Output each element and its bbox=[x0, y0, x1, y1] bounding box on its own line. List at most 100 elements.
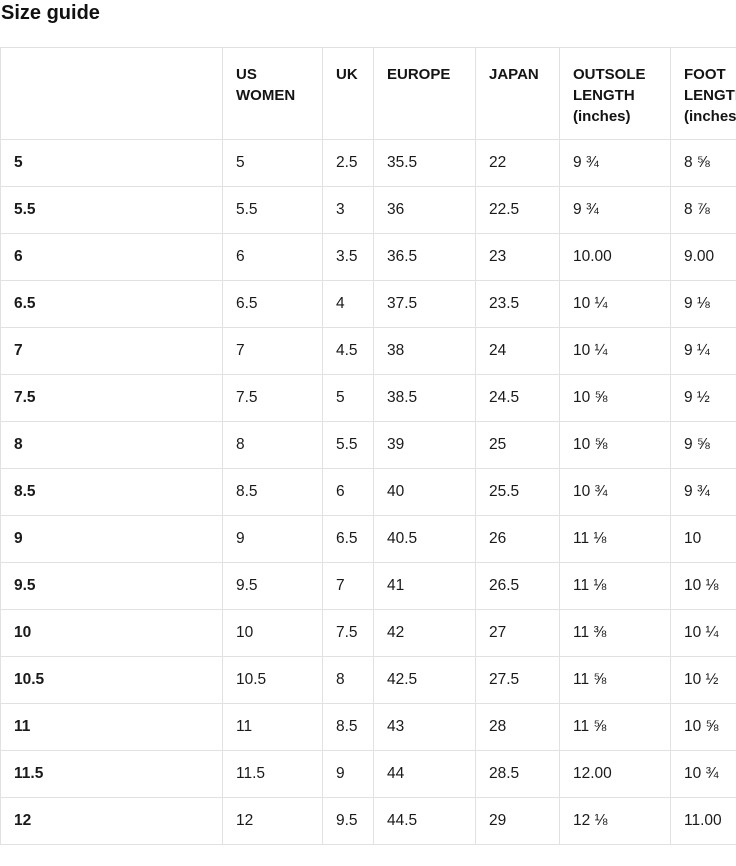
cell-us-women: 9.5 bbox=[222, 562, 323, 610]
column-header-europe: EUROPE bbox=[373, 47, 476, 140]
cell-outsole-length: 9 ¾ bbox=[559, 186, 671, 234]
cell-japan: 25.5 bbox=[475, 468, 560, 516]
row-size-label: 8.5 bbox=[0, 468, 223, 516]
cell-europe: 41 bbox=[373, 562, 476, 610]
row-size-label: 6 bbox=[0, 233, 223, 281]
table-row: 11.5 11.5 9 44 28.5 12.00 10 ¾ bbox=[0, 750, 736, 798]
cell-outsole-length: 12.00 bbox=[559, 750, 671, 798]
cell-foot-length: 10 ½ bbox=[670, 656, 736, 704]
cell-europe: 36.5 bbox=[373, 233, 476, 281]
cell-europe: 40.5 bbox=[373, 515, 476, 563]
cell-foot-length: 9 ¾ bbox=[670, 468, 736, 516]
table-header-row: US WOMEN UK EUROPE JAPAN OUTSOLE LENGTH … bbox=[0, 47, 736, 140]
cell-europe: 37.5 bbox=[373, 280, 476, 328]
table-row: 9.5 9.5 7 41 26.5 11 ⅛ 10 ⅛ bbox=[0, 562, 736, 610]
cell-uk: 8.5 bbox=[322, 703, 374, 751]
cell-us-women: 5.5 bbox=[222, 186, 323, 234]
cell-us-women: 7 bbox=[222, 327, 323, 375]
cell-outsole-length: 11 ⅜ bbox=[559, 609, 671, 657]
cell-us-women: 6.5 bbox=[222, 280, 323, 328]
table-row: 7 7 4.5 38 24 10 ¼ 9 ¼ bbox=[0, 327, 736, 375]
cell-japan: 24.5 bbox=[475, 374, 560, 422]
column-header-outsole-length: OUTSOLE LENGTH (inches) bbox=[559, 47, 671, 140]
cell-us-women: 11 bbox=[222, 703, 323, 751]
page-title: Size guide bbox=[1, 2, 100, 24]
cell-outsole-length: 10 ⅝ bbox=[559, 421, 671, 469]
cell-japan: 22.5 bbox=[475, 186, 560, 234]
table-row: 12 12 9.5 44.5 29 12 ⅛ 11.00 bbox=[0, 797, 736, 845]
cell-us-women: 10 bbox=[222, 609, 323, 657]
cell-uk: 5 bbox=[322, 374, 374, 422]
cell-europe: 36 bbox=[373, 186, 476, 234]
cell-uk: 3.5 bbox=[322, 233, 374, 281]
size-guide-table-container: US WOMEN UK EUROPE JAPAN OUTSOLE LENGTH … bbox=[0, 47, 736, 845]
cell-europe: 35.5 bbox=[373, 139, 476, 187]
cell-foot-length: 11.00 bbox=[670, 797, 736, 845]
cell-foot-length: 10 ⅛ bbox=[670, 562, 736, 610]
cell-japan: 26.5 bbox=[475, 562, 560, 610]
table-row: 9 9 6.5 40.5 26 11 ⅛ 10 bbox=[0, 515, 736, 563]
cell-us-women: 5 bbox=[222, 139, 323, 187]
cell-japan: 23.5 bbox=[475, 280, 560, 328]
cell-europe: 44.5 bbox=[373, 797, 476, 845]
table-body: 5 5 2.5 35.5 22 9 ¾ 8 ⅝ 5.5 5.5 3 36 22.… bbox=[0, 139, 736, 845]
row-size-label: 8 bbox=[0, 421, 223, 469]
column-header-us-women: US WOMEN bbox=[222, 47, 323, 140]
cell-us-women: 10.5 bbox=[222, 656, 323, 704]
cell-europe: 43 bbox=[373, 703, 476, 751]
row-size-label: 5.5 bbox=[0, 186, 223, 234]
cell-outsole-length: 10.00 bbox=[559, 233, 671, 281]
cell-uk: 5.5 bbox=[322, 421, 374, 469]
table-row: 10 10 7.5 42 27 11 ⅜ 10 ¼ bbox=[0, 609, 736, 657]
cell-foot-length: 8 ⅞ bbox=[670, 186, 736, 234]
cell-outsole-length: 10 ⅝ bbox=[559, 374, 671, 422]
cell-europe: 44 bbox=[373, 750, 476, 798]
cell-outsole-length: 10 ¼ bbox=[559, 327, 671, 375]
cell-europe: 38 bbox=[373, 327, 476, 375]
cell-outsole-length: 11 ⅛ bbox=[559, 515, 671, 563]
cell-japan: 28.5 bbox=[475, 750, 560, 798]
cell-foot-length: 8 ⅝ bbox=[670, 139, 736, 187]
cell-foot-length: 9 ⅝ bbox=[670, 421, 736, 469]
row-size-label: 7.5 bbox=[0, 374, 223, 422]
cell-europe: 38.5 bbox=[373, 374, 476, 422]
cell-foot-length: 9 ⅛ bbox=[670, 280, 736, 328]
cell-outsole-length: 10 ¼ bbox=[559, 280, 671, 328]
column-header-uk: UK bbox=[322, 47, 374, 140]
cell-uk: 4 bbox=[322, 280, 374, 328]
cell-japan: 22 bbox=[475, 139, 560, 187]
cell-outsole-length: 9 ¾ bbox=[559, 139, 671, 187]
cell-japan: 25 bbox=[475, 421, 560, 469]
row-size-label: 11.5 bbox=[0, 750, 223, 798]
cell-uk: 6.5 bbox=[322, 515, 374, 563]
table-row: 7.5 7.5 5 38.5 24.5 10 ⅝ 9 ½ bbox=[0, 374, 736, 422]
cell-japan: 26 bbox=[475, 515, 560, 563]
cell-us-women: 8.5 bbox=[222, 468, 323, 516]
column-header-foot-length: FOOT LENGTH (inches) bbox=[670, 47, 736, 140]
cell-uk: 7 bbox=[322, 562, 374, 610]
cell-foot-length: 9.00 bbox=[670, 233, 736, 281]
cell-outsole-length: 10 ¾ bbox=[559, 468, 671, 516]
cell-japan: 27 bbox=[475, 609, 560, 657]
cell-us-women: 9 bbox=[222, 515, 323, 563]
cell-us-women: 7.5 bbox=[222, 374, 323, 422]
cell-foot-length: 9 ½ bbox=[670, 374, 736, 422]
cell-outsole-length: 11 ⅝ bbox=[559, 703, 671, 751]
size-guide-table: US WOMEN UK EUROPE JAPAN OUTSOLE LENGTH … bbox=[0, 47, 736, 845]
column-header-size bbox=[0, 47, 223, 140]
table-row: 6 6 3.5 36.5 23 10.00 9.00 bbox=[0, 233, 736, 281]
cell-uk: 7.5 bbox=[322, 609, 374, 657]
cell-foot-length: 9 ¼ bbox=[670, 327, 736, 375]
row-size-label: 6.5 bbox=[0, 280, 223, 328]
column-header-japan: JAPAN bbox=[475, 47, 560, 140]
cell-europe: 40 bbox=[373, 468, 476, 516]
row-size-label: 12 bbox=[0, 797, 223, 845]
table-header: US WOMEN UK EUROPE JAPAN OUTSOLE LENGTH … bbox=[0, 47, 736, 140]
cell-uk: 4.5 bbox=[322, 327, 374, 375]
cell-europe: 39 bbox=[373, 421, 476, 469]
cell-foot-length: 10 ¼ bbox=[670, 609, 736, 657]
cell-us-women: 12 bbox=[222, 797, 323, 845]
cell-foot-length: 10 ¾ bbox=[670, 750, 736, 798]
cell-japan: 29 bbox=[475, 797, 560, 845]
cell-uk: 8 bbox=[322, 656, 374, 704]
